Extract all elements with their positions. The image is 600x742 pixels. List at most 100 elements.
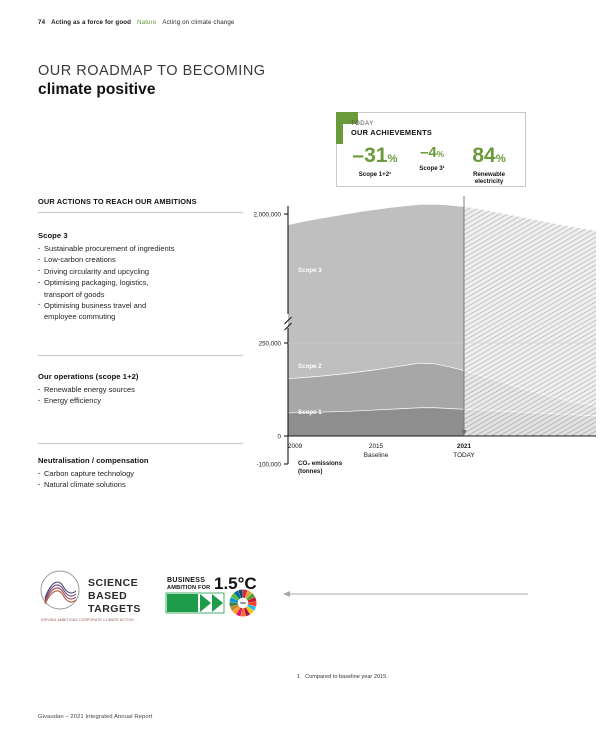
header-section: Acting as a force for good — [51, 19, 132, 26]
sdg-segment — [243, 589, 248, 599]
axis-break-icon — [284, 316, 292, 331]
page-footer: Givaudan – 2021 Integrated Annual Report — [38, 714, 153, 720]
list-item: Optimising packaging, logistics, — [38, 277, 248, 289]
sdg-segment — [238, 589, 243, 599]
projection-hatch-area — [288, 204, 596, 436]
chart-axis-title-line2: (tonnes) — [298, 468, 322, 475]
action-block-scope3: Scope 3 Sustainable procurement of ingre… — [38, 231, 248, 323]
y-tick-label: 250,000 — [259, 340, 282, 347]
divider-1 — [38, 212, 243, 213]
stat-scope3-value: –4% — [420, 144, 444, 161]
area-label: Scope 1 — [298, 409, 322, 416]
sdg-segment — [248, 601, 257, 607]
action-block-neutralisation: Neutralisation / compensation Carbon cap… — [38, 456, 248, 491]
logo-row: SCIENCE BASED TARGETS DRIVING AMBITIOUS … — [38, 568, 268, 631]
ba-value: 1.5°C — [214, 574, 257, 593]
ba-chevron-1 — [200, 594, 211, 612]
stat-scope3-label: Scope 3¹ — [419, 165, 445, 172]
list-item: Natural climate solutions — [38, 479, 248, 491]
green-corner-accent — [336, 112, 358, 144]
ba-chevron-2 — [212, 594, 223, 612]
page-number: 74 — [38, 19, 46, 26]
sdg-wheel-icon: SDG — [229, 589, 257, 617]
chart-axis-title-line1: CO₂ emissions — [298, 460, 343, 467]
action-block-neutralisation-title: Neutralisation / compensation — [38, 456, 149, 465]
page-title-line1: OUR ROADMAP TO BECOMING — [38, 63, 266, 79]
sdg-segment — [230, 593, 240, 601]
list-item-continuation: transport of goods — [44, 289, 105, 299]
stat-renewable: 84% Renewable electricity — [459, 145, 519, 186]
stat-scope3-unit: % — [436, 150, 444, 159]
timeline-arrow — [283, 586, 528, 604]
list-item: Low-carbon creations — [38, 254, 248, 266]
list-item: Driving circularity and upcycling — [38, 265, 248, 277]
x-tick-sublabel: Baseline — [364, 452, 389, 459]
ba-line2: AMBITION FOR — [167, 585, 210, 591]
sdg-segment — [229, 597, 239, 603]
achievements-box: TODAY OUR ACHIEVEMENTS –31% Scope 1+2¹ –… — [336, 112, 526, 187]
action-block-operations-title: Our operations (scope 1+2) — [38, 372, 139, 381]
y-tick-label: 0 — [278, 433, 282, 440]
area-label: Scope 2 — [298, 363, 322, 370]
achievements-eyebrow: TODAY — [351, 121, 374, 127]
action-block-neutralisation-list: Carbon capture technology Natural climat… — [38, 467, 248, 491]
stat-renewable-unit: % — [495, 153, 506, 165]
sdg-segment — [230, 604, 239, 612]
sdg-segment — [244, 607, 251, 617]
today-marker-arrow-icon — [461, 430, 467, 436]
emissions-area-chart: 2,000,000 250,000 0 -100,000 2009 2015 Baselin… — [250, 136, 600, 496]
header-subsection: Acting on climate change — [162, 19, 235, 26]
chart-projection-hatch — [288, 204, 596, 436]
x-tick-label: 2015 — [369, 443, 384, 450]
y-tick-label: 2,000,000 — [253, 211, 281, 218]
divider-3 — [38, 443, 243, 444]
stat-scope12-label: Scope 1+2¹ — [358, 171, 392, 178]
y-tick-label: -100,000 — [257, 461, 282, 468]
stat-renewable-value: 84% — [472, 144, 506, 167]
stat-scope12: –31% Scope 1+2¹ — [345, 145, 405, 178]
list-item: Carbon capture technology — [38, 467, 248, 479]
stat-scope12-unit: % — [387, 153, 398, 165]
running-header: 74 Acting as a force for good Nature Act… — [38, 19, 234, 26]
list-item: Renewable energy sources — [38, 383, 248, 395]
sbt-line3: TARGETS — [88, 603, 141, 615]
sdg-segment — [233, 590, 241, 600]
list-item: Energy efficiency — [38, 395, 248, 407]
svg-text:SDG: SDG — [240, 601, 246, 605]
x-tick-sublabel: TODAY — [453, 452, 475, 459]
sbt-tagline: DRIVING AMBITIOUS CORPORATE CLIMATE ACTI… — [41, 618, 134, 622]
footnote-marker: 1 — [297, 674, 301, 680]
sdg-segment — [247, 604, 256, 611]
chart-svg: 2,000,000 250,000 0 -100,000 2009 2015 Baselin… — [253, 136, 597, 475]
ba-green-block — [167, 594, 198, 612]
achievements-stats: –31% Scope 1+2¹ –4% Scope 3¹ 84% Renewab… — [345, 145, 519, 186]
arrow-head-left-icon — [283, 591, 290, 597]
x-tick-label: 2009 — [288, 443, 303, 450]
action-block-scope3-title: Scope 3 — [38, 231, 68, 240]
sdg-segment — [229, 602, 238, 607]
chart-labels: 2,000,000 250,000 0 -100,000 2009 2015 Baselin… — [253, 211, 475, 475]
area-label: Scope 3 — [298, 267, 322, 274]
list-item-continuation: employee commuting — [44, 312, 116, 322]
timeline-arrow-svg — [283, 591, 528, 597]
sbt-line2: BASED — [88, 590, 127, 602]
sdg-segment — [232, 606, 241, 615]
sdg-segment — [244, 590, 252, 600]
achievements-heading: OUR ACHIEVEMENTS — [351, 128, 433, 138]
sdg-segment — [236, 607, 243, 617]
footnote-text: Compared to baseline year 2015. — [305, 674, 388, 680]
action-block-scope3-list: Sustainable procurement of ingredients L… — [38, 242, 248, 323]
stat-scope3: –4% Scope 3¹ — [405, 145, 459, 172]
achievements-heading-group: TODAY OUR ACHIEVEMENTS — [351, 120, 432, 138]
business-ambition-logo: BUSINESS AMBITION FOR 1.5°C — [165, 574, 257, 614]
stat-renewable-label: Renewable electricity — [473, 171, 505, 186]
sdg-segment — [240, 608, 246, 617]
sdg-segment — [247, 596, 257, 603]
divider-2 — [38, 355, 243, 356]
action-block-operations-list: Renewable energy sources Energy efficien… — [38, 383, 248, 407]
list-item: Sustainable procurement of ingredients — [38, 242, 248, 254]
action-block-operations: Our operations (scope 1+2) Renewable ene… — [38, 372, 248, 407]
x-tick-label: 2021 — [457, 443, 472, 450]
logos-svg: SCIENCE BASED TARGETS DRIVING AMBITIOUS … — [40, 570, 257, 622]
page-title-line2: climate positive — [38, 81, 156, 99]
